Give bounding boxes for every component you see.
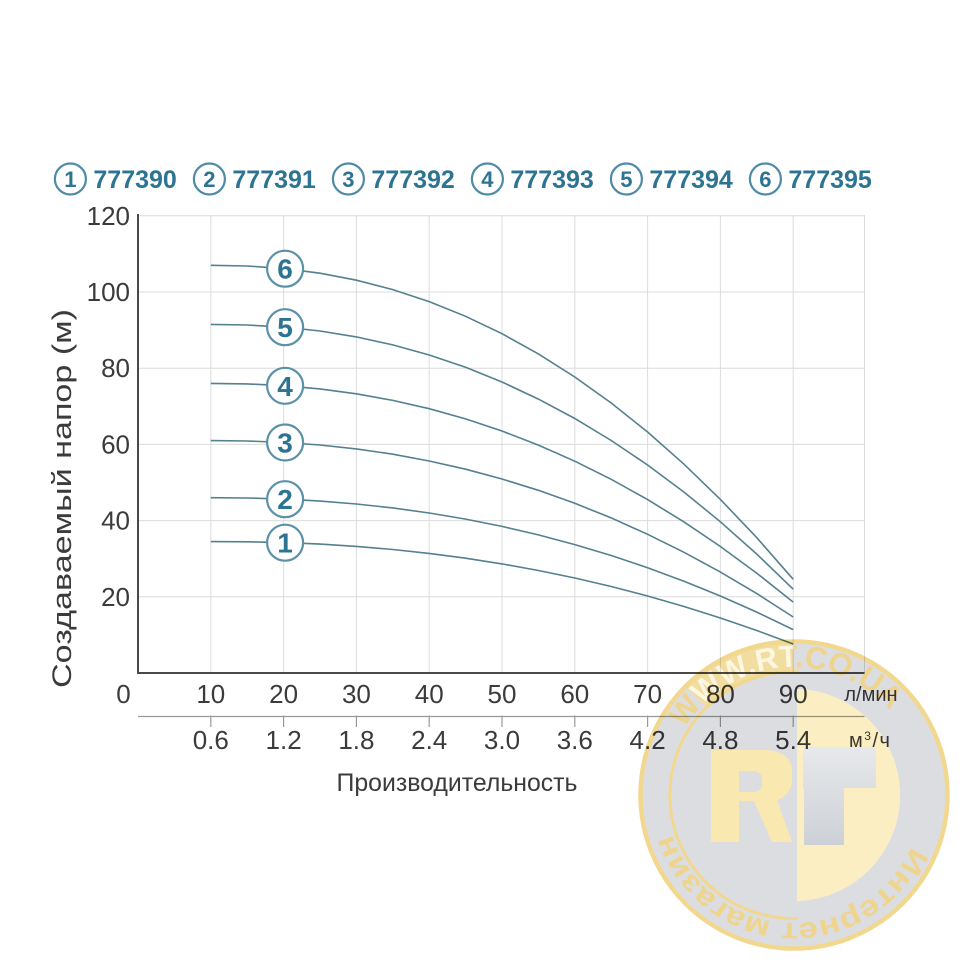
svg-text:40: 40 (415, 679, 444, 709)
svg-text:20: 20 (269, 679, 298, 709)
svg-text:5: 5 (277, 312, 293, 343)
svg-text:5: 5 (620, 167, 632, 192)
svg-text:10: 10 (196, 679, 225, 709)
svg-text:1: 1 (277, 528, 293, 559)
svg-text:777392: 777392 (371, 166, 454, 194)
svg-text:6: 6 (759, 167, 771, 192)
svg-text:50: 50 (488, 679, 517, 709)
svg-text:0: 0 (116, 679, 130, 709)
svg-text:60: 60 (560, 679, 589, 709)
svg-text:777395: 777395 (788, 166, 872, 194)
svg-text:2.4: 2.4 (411, 725, 447, 755)
svg-text:1.2: 1.2 (266, 725, 302, 755)
svg-text:0.6: 0.6 (193, 725, 229, 755)
svg-text:3.6: 3.6 (557, 725, 593, 755)
svg-text:40: 40 (101, 506, 130, 536)
svg-text:777394: 777394 (649, 166, 733, 194)
svg-text:70: 70 (633, 679, 662, 709)
svg-text:60: 60 (101, 429, 130, 459)
svg-text:3: 3 (277, 428, 293, 459)
svg-text:4: 4 (277, 371, 293, 402)
svg-text:Создаваемый напор (м): Создаваемый напор (м) (47, 309, 77, 688)
svg-text:Производительность: Производительность (337, 769, 578, 797)
svg-text:20: 20 (101, 582, 130, 612)
svg-text:777393: 777393 (510, 166, 593, 194)
svg-text:2: 2 (277, 484, 293, 515)
svg-text:6: 6 (277, 254, 293, 285)
svg-text:4: 4 (481, 167, 494, 192)
svg-text:777391: 777391 (232, 166, 316, 194)
svg-text:1: 1 (64, 167, 76, 192)
svg-text:2: 2 (203, 167, 215, 192)
svg-text:120: 120 (87, 201, 130, 231)
svg-text:80: 80 (101, 353, 130, 383)
svg-text:3.0: 3.0 (484, 725, 520, 755)
svg-text:100: 100 (87, 277, 130, 307)
svg-text:1.8: 1.8 (338, 725, 374, 755)
svg-text:30: 30 (342, 679, 371, 709)
svg-text:777390: 777390 (93, 166, 176, 194)
svg-text:3: 3 (342, 167, 354, 192)
